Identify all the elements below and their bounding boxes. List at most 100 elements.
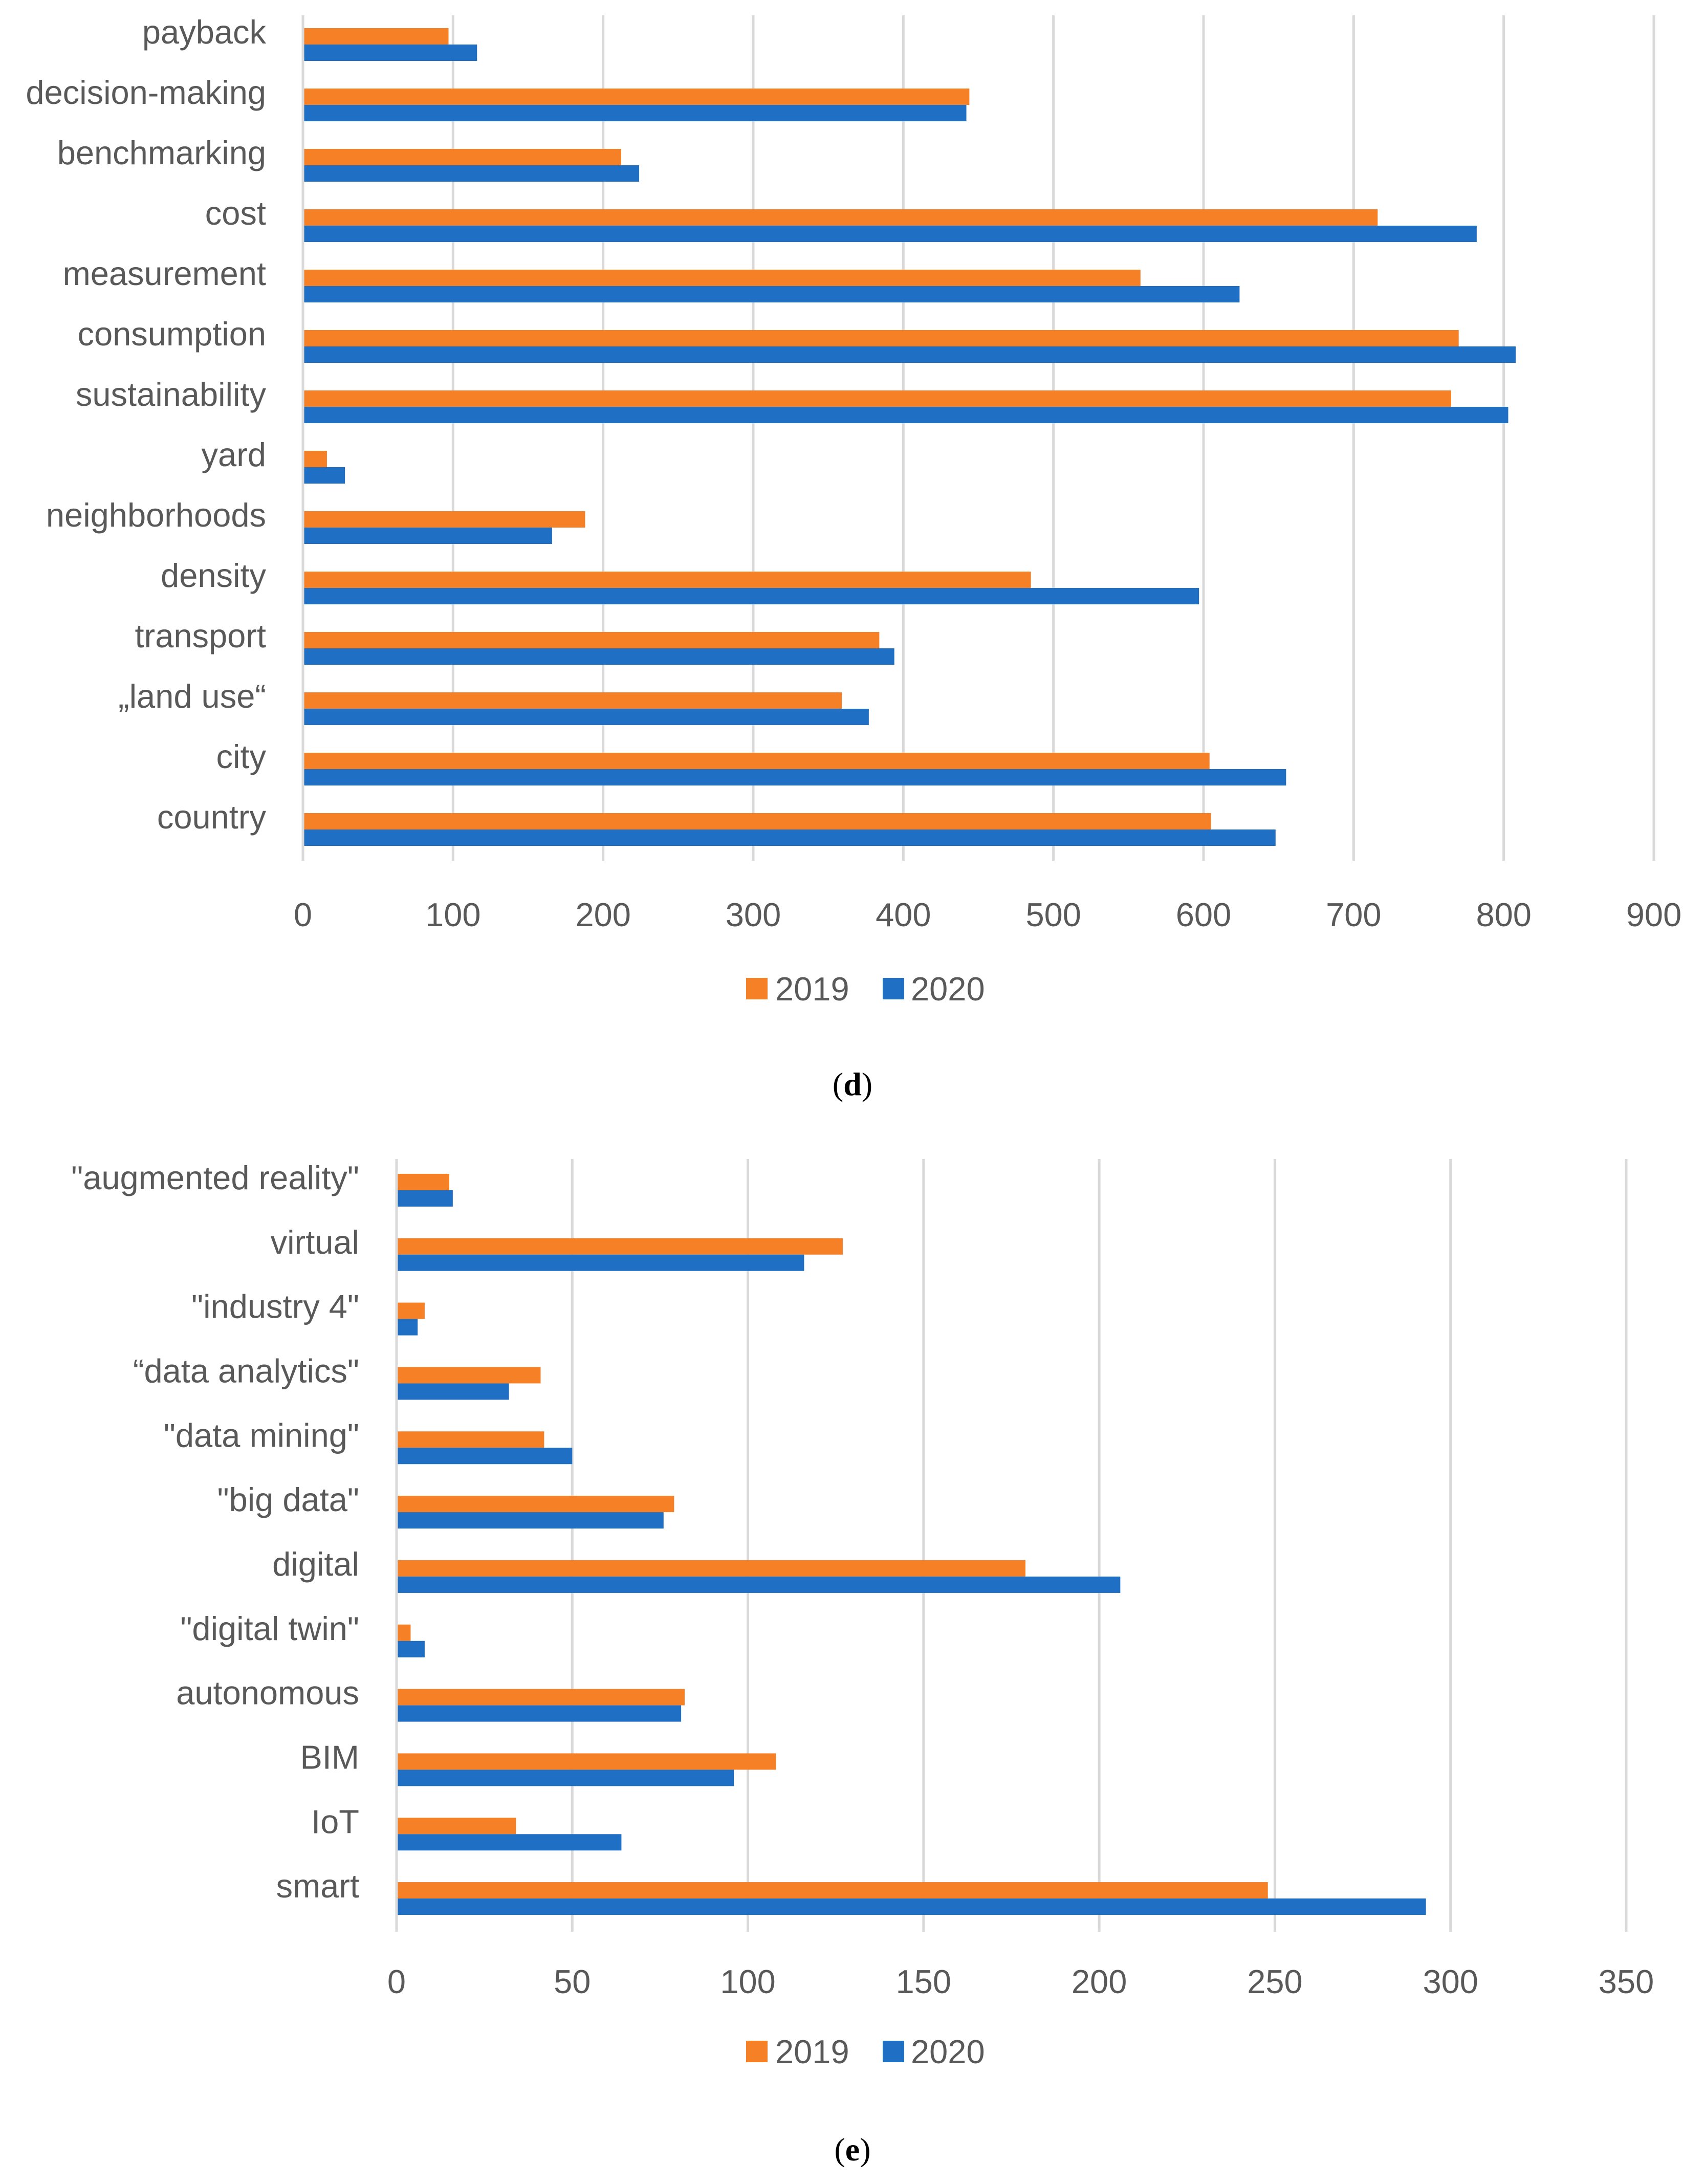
bar-2019-9 xyxy=(303,572,1031,588)
category-label: “data analytics" xyxy=(133,1352,359,1389)
bar-2019-12 xyxy=(303,753,1210,769)
bar-2019-8 xyxy=(303,511,585,528)
category-label: "big data" xyxy=(217,1481,359,1518)
bar-2019-3 xyxy=(397,1367,541,1384)
category-label: benchmarking xyxy=(57,134,266,171)
bar-2019-2 xyxy=(303,149,621,165)
x-tick-label: 700 xyxy=(1326,896,1381,933)
category-label: "industry 4" xyxy=(191,1288,359,1325)
x-tick-label: 350 xyxy=(1599,1963,1654,2000)
x-tick-label: 300 xyxy=(726,896,781,933)
legend-label: 2020 xyxy=(911,2033,985,2070)
category-label: transport xyxy=(135,617,266,654)
x-tick-label: 50 xyxy=(554,1963,591,2000)
legend-swatch-2020 xyxy=(883,978,904,999)
bar-2019-2 xyxy=(397,1302,425,1319)
panel-caption: (e) xyxy=(834,2131,870,2168)
x-tick-label: 100 xyxy=(720,1963,775,2000)
bar-2019-4 xyxy=(397,1431,544,1448)
category-label: smart xyxy=(276,1867,360,1905)
chart-e: 0 50 100 150 200 250 300 350 "augmented reality"… xyxy=(71,1159,1654,2168)
bar-2019-7 xyxy=(397,1624,411,1641)
bar-2020-5 xyxy=(397,1512,664,1529)
category-label: sustainability xyxy=(76,376,267,413)
bar-2019-11 xyxy=(397,1882,1268,1899)
bar-2020-4 xyxy=(303,286,1240,302)
bar-2019-9 xyxy=(397,1753,776,1770)
bar-2020-10 xyxy=(397,1834,622,1851)
bar-2020-10 xyxy=(303,648,894,665)
bar-2020-7 xyxy=(303,467,345,484)
category-label: measurement xyxy=(63,255,266,292)
x-tick-label: 150 xyxy=(896,1963,951,2000)
bar-2019-1 xyxy=(303,89,970,105)
bar-2020-11 xyxy=(303,709,869,725)
category-label: "digital twin" xyxy=(180,1610,359,1647)
x-tick-label: 0 xyxy=(387,1963,406,2000)
legend-label: 2020 xyxy=(911,970,985,1008)
category-label: virtual xyxy=(271,1224,359,1261)
bar-2020-1 xyxy=(303,105,967,121)
bar-2020-7 xyxy=(397,1641,425,1657)
bar-2019-4 xyxy=(303,270,1141,286)
x-tick-label: 600 xyxy=(1176,896,1231,933)
x-tick-label: 900 xyxy=(1626,896,1681,933)
bar-2020-4 xyxy=(397,1448,573,1465)
bar-2019-3 xyxy=(303,209,1378,226)
x-tick-label: 200 xyxy=(575,896,630,933)
bar-2019-7 xyxy=(303,451,327,467)
panel-label: d xyxy=(843,1066,862,1102)
bar-2019-11 xyxy=(303,692,842,709)
category-label: BIM xyxy=(300,1738,359,1776)
category-label: "data mining" xyxy=(164,1416,359,1454)
bar-2019-6 xyxy=(397,1560,1025,1577)
category-label: IoT xyxy=(311,1803,359,1840)
bar-2019-5 xyxy=(303,330,1459,346)
bar-2019-10 xyxy=(397,1818,516,1834)
category-label: payback xyxy=(142,13,267,51)
bar-2019-1 xyxy=(397,1238,843,1255)
bar-2020-2 xyxy=(397,1319,418,1336)
category-label: decision-making xyxy=(26,74,266,111)
bar-2020-3 xyxy=(303,226,1477,242)
legend-label: 2019 xyxy=(775,970,849,1008)
bar-2020-2 xyxy=(303,165,640,182)
x-tick-label: 100 xyxy=(425,896,480,933)
x-tick-label: 800 xyxy=(1476,896,1531,933)
bar-2019-0 xyxy=(397,1173,449,1190)
bar-2020-0 xyxy=(397,1190,453,1207)
bar-2020-5 xyxy=(303,346,1516,363)
legend-swatch-2019 xyxy=(746,2041,768,2062)
panel-caption: (d) xyxy=(833,1066,872,1102)
bar-2020-13 xyxy=(303,829,1276,846)
bar-2019-10 xyxy=(303,632,880,648)
bar-2020-8 xyxy=(397,1705,682,1722)
bar-2020-11 xyxy=(397,1898,1426,1915)
bar-2020-9 xyxy=(397,1770,734,1786)
bar-2020-9 xyxy=(303,588,1199,604)
bar-2019-13 xyxy=(303,813,1211,829)
bar-2019-8 xyxy=(397,1689,685,1706)
category-label: neighborhoods xyxy=(46,496,266,534)
bar-2020-1 xyxy=(397,1254,804,1271)
bar-2019-0 xyxy=(303,28,449,45)
category-label: "augmented reality" xyxy=(71,1159,359,1196)
bar-2019-6 xyxy=(303,390,1451,407)
category-label: country xyxy=(157,798,267,836)
category-label: digital xyxy=(272,1545,359,1583)
legend-label: 2019 xyxy=(775,2033,849,2070)
bar-2020-6 xyxy=(397,1576,1121,1593)
category-label: autonomous xyxy=(176,1674,359,1712)
bar-2020-8 xyxy=(303,528,552,544)
bar-2020-12 xyxy=(303,769,1286,785)
bar-2020-3 xyxy=(397,1383,509,1400)
category-label: consumption xyxy=(77,315,266,353)
legend-swatch-2019 xyxy=(746,978,768,999)
category-label: density xyxy=(161,557,266,594)
legend-swatch-2020 xyxy=(883,2041,904,2062)
category-label: city xyxy=(216,738,267,775)
x-tick-label: 200 xyxy=(1072,1963,1127,2000)
bar-2020-6 xyxy=(303,407,1509,423)
category-label: „land use“ xyxy=(118,678,266,715)
